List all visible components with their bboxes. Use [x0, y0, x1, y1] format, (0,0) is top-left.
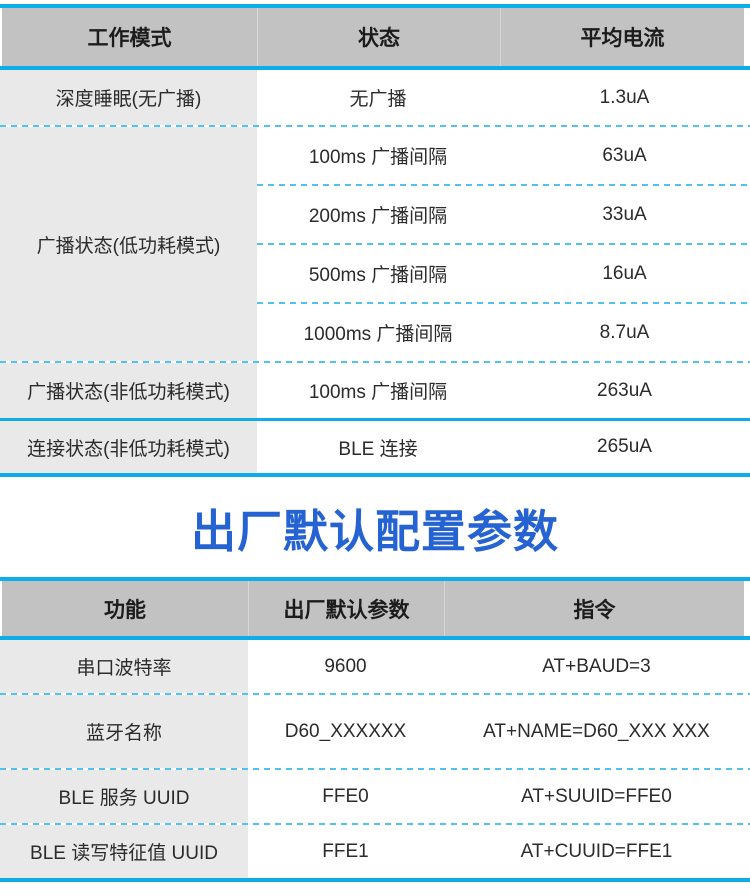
- column-header-function: 功能: [104, 598, 146, 622]
- solid-divider: [0, 66, 750, 70]
- power-consumption-table: 工作模式 状态 平均电流 深度睡眠(无广播) 无广播 1.3uA 广播状态(低功…: [0, 8, 750, 477]
- current-cell: 265uA: [597, 436, 652, 457]
- current-cell: 16uA: [602, 262, 647, 284]
- dashed-divider: [0, 125, 750, 127]
- table-row-broadcast-normal: 广播状态(非低功耗模式) 100ms 广播间隔 263uA: [0, 363, 750, 418]
- column-header-status: 状态: [257, 8, 500, 66]
- default-param-cell: FFE1: [322, 840, 369, 862]
- current-cell: 263uA: [597, 379, 652, 401]
- command-cell: AT+CUUID=FFE1: [520, 840, 673, 862]
- table-row-service-uuid: BLE 服务 UUID FFE0 AT+SUUID=FFE0: [0, 770, 750, 823]
- column-header-command: 指令: [444, 581, 744, 636]
- solid-divider: [0, 878, 750, 882]
- dashed-divider: [0, 768, 750, 770]
- table-row-500ms: 500ms 广播间隔 16uA: [257, 245, 750, 302]
- dashed-divider: [257, 302, 750, 304]
- function-cell: BLE 服务 UUID: [0, 770, 248, 823]
- table-row-100ms: 100ms 广播间隔 63uA: [257, 127, 750, 184]
- solid-divider: [0, 473, 750, 477]
- solid-divider: [0, 4, 750, 8]
- solid-divider: [0, 636, 750, 640]
- dashed-divider: [257, 184, 750, 186]
- mode-cell: 深度睡眠(无广播): [0, 70, 257, 125]
- current-cell: 1.3uA: [599, 86, 650, 108]
- table-rowgroup-broadcast-lowpower: 广播状态(低功耗模式) 100ms 广播间隔 63uA 200ms 广播间隔 3…: [0, 127, 750, 361]
- dashed-divider: [257, 243, 750, 245]
- dashed-divider: [0, 823, 750, 825]
- section-title: 出厂默认配置参数: [190, 505, 559, 557]
- power-table-header-row: 工作模式 状态 平均电流: [2, 8, 744, 66]
- dashed-divider: [0, 693, 750, 695]
- default-param-cell: D60_XXXXXX: [284, 720, 407, 742]
- command-cell: AT+SUUID=FFE0: [521, 785, 672, 807]
- function-cell: 蓝牙名称: [0, 695, 248, 768]
- default-param-cell: FFE0: [322, 785, 369, 807]
- status-cell: 100ms 广播间隔: [308, 147, 448, 168]
- current-cell: 63uA: [602, 144, 647, 166]
- default-param-cell: 9600: [324, 655, 367, 677]
- solid-divider: [0, 577, 750, 581]
- table-row-bt-name: 蓝牙名称 D60_XXXXXX AT+NAME=D60_XXX XXX: [0, 695, 750, 768]
- status-cell: 500ms 广播间隔: [308, 265, 448, 286]
- current-cell: 8.7uA: [599, 321, 650, 343]
- current-cell: 33uA: [602, 203, 647, 225]
- column-header-default-param: 出厂默认参数: [248, 581, 444, 636]
- table-row-1000ms: 1000ms 广播间隔 8.7uA: [257, 304, 750, 361]
- table-row-connected: 连接状态(非低功耗模式) BLE 连接 265uA: [0, 421, 750, 473]
- function-cell: BLE 读写特征值 UUID: [0, 825, 248, 878]
- table-row-deep-sleep: 深度睡眠(无广播) 无广播 1.3uA: [0, 70, 750, 125]
- mode-cell: 广播状态(低功耗模式): [0, 127, 257, 361]
- status-cell: 100ms 广播间隔: [308, 382, 448, 403]
- command-cell: AT+BAUD=3: [542, 655, 651, 677]
- table-row-char-uuid: BLE 读写特征值 UUID FFE1 AT+CUUID=FFE1: [0, 825, 750, 878]
- mode-cell: 连接状态(非低功耗模式): [0, 421, 257, 473]
- solid-divider: [0, 418, 750, 421]
- column-header-avg-current: 平均电流: [500, 8, 744, 66]
- config-table-header-row: 功能 出厂默认参数 指令: [2, 581, 744, 636]
- status-cell: 1000ms 广播间隔: [303, 324, 453, 345]
- column-header-work-mode: 工作模式: [87, 27, 172, 50]
- status-cell: BLE 连接: [338, 438, 418, 460]
- factory-default-config-table: 功能 出厂默认参数 指令 串口波特率 9600 AT+BAUD=3 蓝牙名称 D…: [0, 577, 750, 882]
- table-row-200ms: 200ms 广播间隔 33uA: [257, 186, 750, 243]
- status-cell: 200ms 广播间隔: [308, 206, 448, 227]
- table-row-baud-rate: 串口波特率 9600 AT+BAUD=3: [0, 640, 750, 693]
- command-cell: AT+NAME=D60_XXX XXX: [483, 720, 710, 742]
- mode-cell: 广播状态(非低功耗模式): [0, 363, 257, 418]
- broadcast-interval-subrows: 100ms 广播间隔 63uA 200ms 广播间隔 33uA 500ms 广播…: [257, 127, 750, 361]
- dashed-divider: [0, 361, 750, 363]
- status-cell: 无广播: [349, 89, 407, 110]
- function-cell: 串口波特率: [0, 640, 248, 693]
